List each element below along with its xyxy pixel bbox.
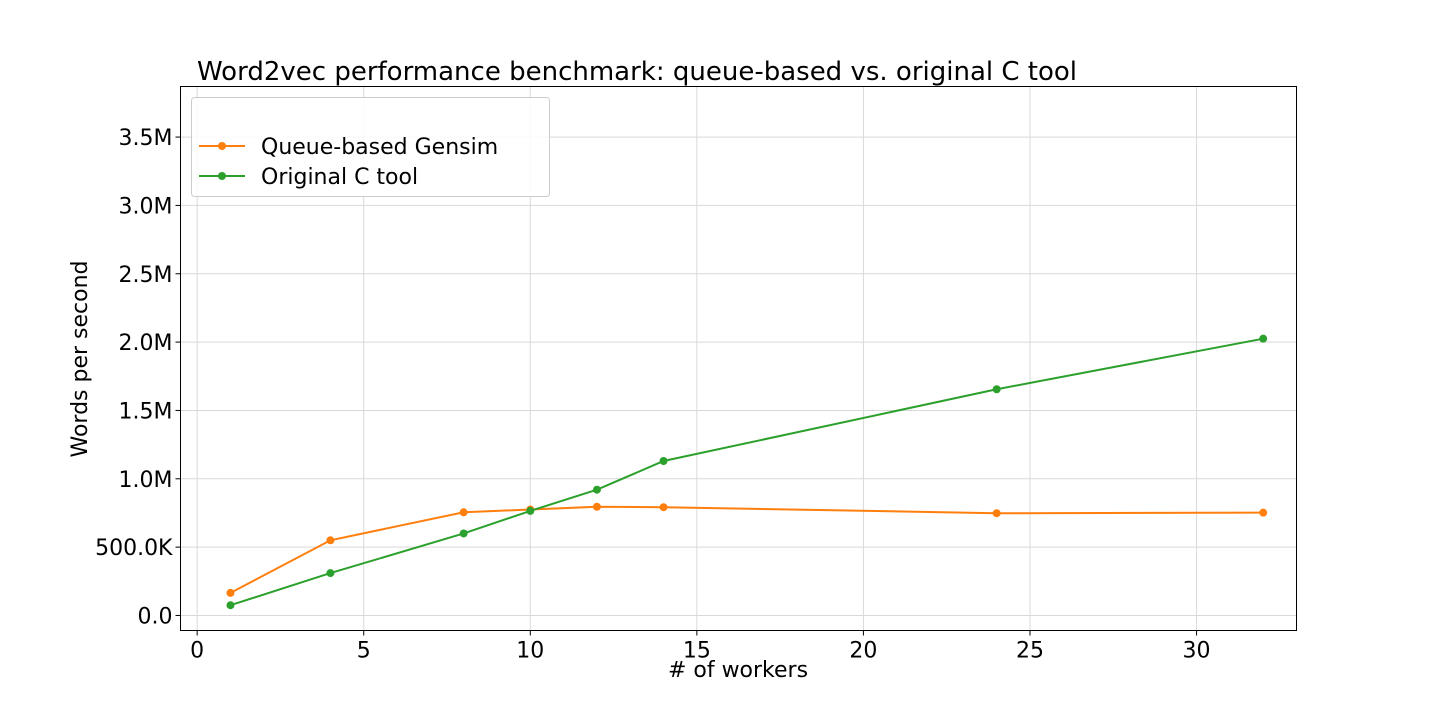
series-line	[230, 505, 1264, 594]
data-point	[1259, 334, 1268, 343]
legend-marker	[218, 172, 226, 180]
legend: Queue-based Gensim Original C tool	[191, 97, 550, 197]
legend-label: Original C tool	[261, 165, 418, 190]
y-tick-label: 2.0M	[119, 331, 173, 356]
legend-entries: Queue-based Gensim Original C tool	[199, 135, 498, 190]
data-point	[226, 588, 235, 597]
y-tick-label: 1.5M	[119, 399, 173, 424]
legend-marker	[218, 142, 226, 150]
y-tick-label: 2.5M	[119, 263, 173, 288]
x-tick-label: 30	[1183, 639, 1211, 664]
data-point	[326, 536, 335, 545]
chart-title: Word2vec performance benchmark: queue-ba…	[197, 57, 1077, 87]
x-tick-label: 20	[849, 639, 877, 664]
series-layer	[226, 334, 1268, 610]
series-line	[230, 337, 1264, 607]
series-1	[226, 502, 1268, 597]
x-tick-label: 5	[357, 639, 371, 664]
data-point	[592, 502, 601, 511]
x-tick-label: 10	[516, 639, 544, 664]
legend-box	[191, 97, 550, 197]
data-point	[659, 503, 668, 512]
data-point	[526, 506, 535, 515]
data-point	[659, 457, 668, 466]
y-tick-label: 3.5M	[119, 126, 173, 151]
data-point	[1259, 508, 1268, 517]
x-tick-label: 15	[683, 639, 711, 664]
y-tick-label: 1.0M	[119, 468, 173, 493]
plot-frame	[180, 86, 1297, 631]
legend-label: Queue-based Gensim	[261, 135, 498, 160]
series-2	[226, 334, 1268, 610]
data-point	[459, 529, 468, 538]
data-point	[226, 601, 235, 610]
y-tick-label: 3.0M	[119, 194, 173, 219]
y-axis: 0.0 500.0K 1.0M 1.5M 2.0M 2.5M 3.0M 3.5M	[95, 126, 181, 629]
legend-entry: Queue-based Gensim	[199, 135, 498, 160]
data-point	[992, 509, 1001, 518]
y-tick-label: 500.0K	[95, 536, 173, 561]
grid-layer	[180, 86, 1297, 631]
legend-entry: Original C tool	[199, 165, 418, 190]
y-tick-label: 0.0	[138, 604, 173, 629]
x-axis: 0 5 10 15 20 25 30	[190, 630, 1211, 664]
x-tick-label: 0	[190, 639, 204, 664]
x-tick-label: 25	[1016, 639, 1044, 664]
data-point	[459, 508, 468, 517]
x-axis-label: # of workers	[668, 658, 808, 683]
data-point	[592, 485, 601, 494]
y-axis-label: Words per second	[68, 260, 93, 457]
data-point	[326, 569, 335, 578]
data-point	[992, 385, 1001, 394]
